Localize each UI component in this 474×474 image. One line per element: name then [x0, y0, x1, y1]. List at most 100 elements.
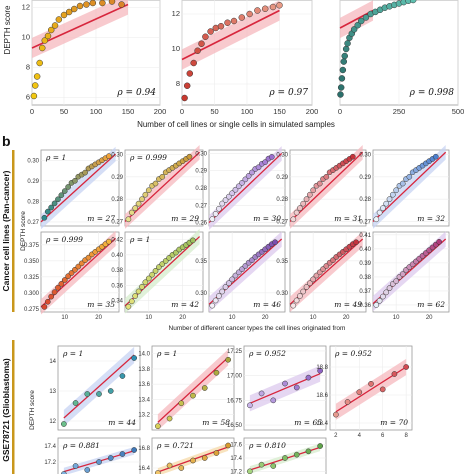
y-tick-label: 0.28 [359, 197, 371, 203]
data-point [48, 204, 55, 211]
data-point [258, 461, 265, 468]
panel-c3: 16.50 16.75 17.00 17.25 ρ = 0.952 m = 65 [227, 345, 327, 431]
y-tick-label: 14 [49, 359, 56, 365]
y-tick-label: 0.30 [359, 152, 371, 158]
x-tick-label: 200 [306, 107, 319, 116]
panel-b8: 0.30 0.35 10 20 m = 46 [195, 231, 286, 321]
y-tick-label: 16.4 [138, 466, 150, 472]
y-tick-label: 0.40 [111, 253, 123, 259]
panel-b1: 0.27 0.28 0.29 0.30 ρ = 1 m = 27 [27, 146, 120, 230]
data-point [36, 59, 43, 67]
data-point [269, 3, 277, 11]
y-tick-label: 17.2 [230, 469, 242, 474]
data-point [268, 154, 275, 160]
data-point [190, 59, 197, 67]
data-point [232, 186, 239, 193]
m-annotation: m = 35 [87, 300, 115, 309]
y-tick-label: 0.300 [24, 291, 40, 297]
y-tick-label: 0.38 [359, 275, 371, 281]
data-point [105, 238, 112, 245]
data-point [131, 355, 137, 361]
rho-annotation: ρ = 0.881 [62, 441, 100, 450]
y-tick-label: 0.27 [359, 220, 371, 226]
data-point [212, 211, 219, 217]
data-point [135, 288, 142, 295]
data-point [41, 214, 48, 221]
data-point [238, 14, 246, 21]
data-point [306, 280, 313, 287]
data-point [41, 304, 48, 310]
y-tick-label: 0.41 [359, 233, 371, 239]
y-tick-label: 16.8 [138, 446, 150, 452]
x-tick-label: 10 [393, 315, 400, 321]
fit-line [157, 356, 229, 423]
y-tick-label: 0.30 [276, 291, 288, 297]
y-tick-label: 0.36 [359, 303, 371, 309]
data-point [229, 190, 235, 197]
x-tick-label: 100 [90, 107, 103, 116]
data-point [373, 216, 380, 223]
data-point [376, 297, 383, 304]
top-ylabel: DEPTH score [3, 5, 12, 54]
panel-b-label: b [2, 133, 11, 149]
data-point [303, 284, 310, 290]
data-point [282, 455, 288, 461]
data-point [303, 196, 310, 203]
x-tick-label: 2 [334, 433, 338, 439]
data-point [305, 374, 312, 381]
data-point [125, 216, 132, 223]
data-point [145, 275, 152, 282]
data-point [357, 17, 365, 25]
data-point [99, 0, 106, 7]
data-point [189, 237, 196, 244]
panel-b6: 0.275 0.300 0.325 0.350 0.375 10 20 ρ = 0.999 m … [24, 230, 120, 321]
y-tick-label: 0.29 [27, 179, 39, 185]
y-tick-label: 17.4 [44, 444, 56, 450]
data-point [310, 187, 316, 194]
data-point [135, 200, 142, 207]
data-point [194, 47, 201, 54]
data-point [258, 390, 265, 397]
data-point [230, 17, 238, 25]
x-tick-label: 0 [30, 107, 34, 116]
panel-b4: 0.27 0.28 0.29 0.30 m = 31 [276, 144, 367, 229]
panel-c7: 17.2 17.4 17.6 ρ = 0.810 [230, 437, 327, 474]
x-tick-label: 6 [381, 433, 385, 439]
panel-b10: 0.36 0.37 0.38 0.39 0.40 0.41 10 20 m = 62 [359, 231, 450, 321]
data-point [55, 284, 61, 291]
y-tick-label: 0.30 [276, 152, 288, 158]
y-tick-label: 0.40 [359, 247, 371, 253]
data-point [239, 179, 245, 186]
data-point [181, 94, 188, 102]
x-tick-label: 200 [154, 107, 167, 116]
data-point [254, 7, 261, 14]
data-point [380, 205, 386, 211]
cancer-xlabel: Number of different cancer types the cel… [169, 325, 346, 332]
data-point [51, 22, 59, 29]
data-point [128, 298, 135, 305]
data-point [242, 176, 249, 183]
data-point [119, 451, 126, 457]
data-point [338, 75, 346, 82]
m-annotation: m = 58 [202, 418, 230, 427]
data-point [379, 386, 386, 393]
data-point [216, 293, 222, 299]
data-point [350, 26, 358, 33]
m-annotation: m = 46 [253, 300, 281, 309]
y-tick-label: 16.50 [227, 423, 243, 429]
data-point [178, 400, 185, 407]
data-point [131, 447, 137, 453]
data-point [152, 180, 159, 187]
y-tick-label: 0.28 [27, 199, 39, 205]
rho-annotation: ρ = 0.952 [334, 349, 372, 358]
y-tick-label: 0.27 [195, 203, 207, 209]
panel-c6: 16.4 16.8 ρ = 0.721 [138, 437, 235, 474]
data-point [155, 423, 161, 430]
y-tick-label: 13.4 [138, 397, 150, 403]
top-xlabel: Number of cell lines or single cells in … [137, 120, 335, 129]
y-tick-label: 10 [172, 44, 180, 53]
data-point [186, 70, 194, 77]
data-point [96, 391, 102, 397]
data-point [38, 44, 46, 52]
data-point [58, 280, 65, 287]
